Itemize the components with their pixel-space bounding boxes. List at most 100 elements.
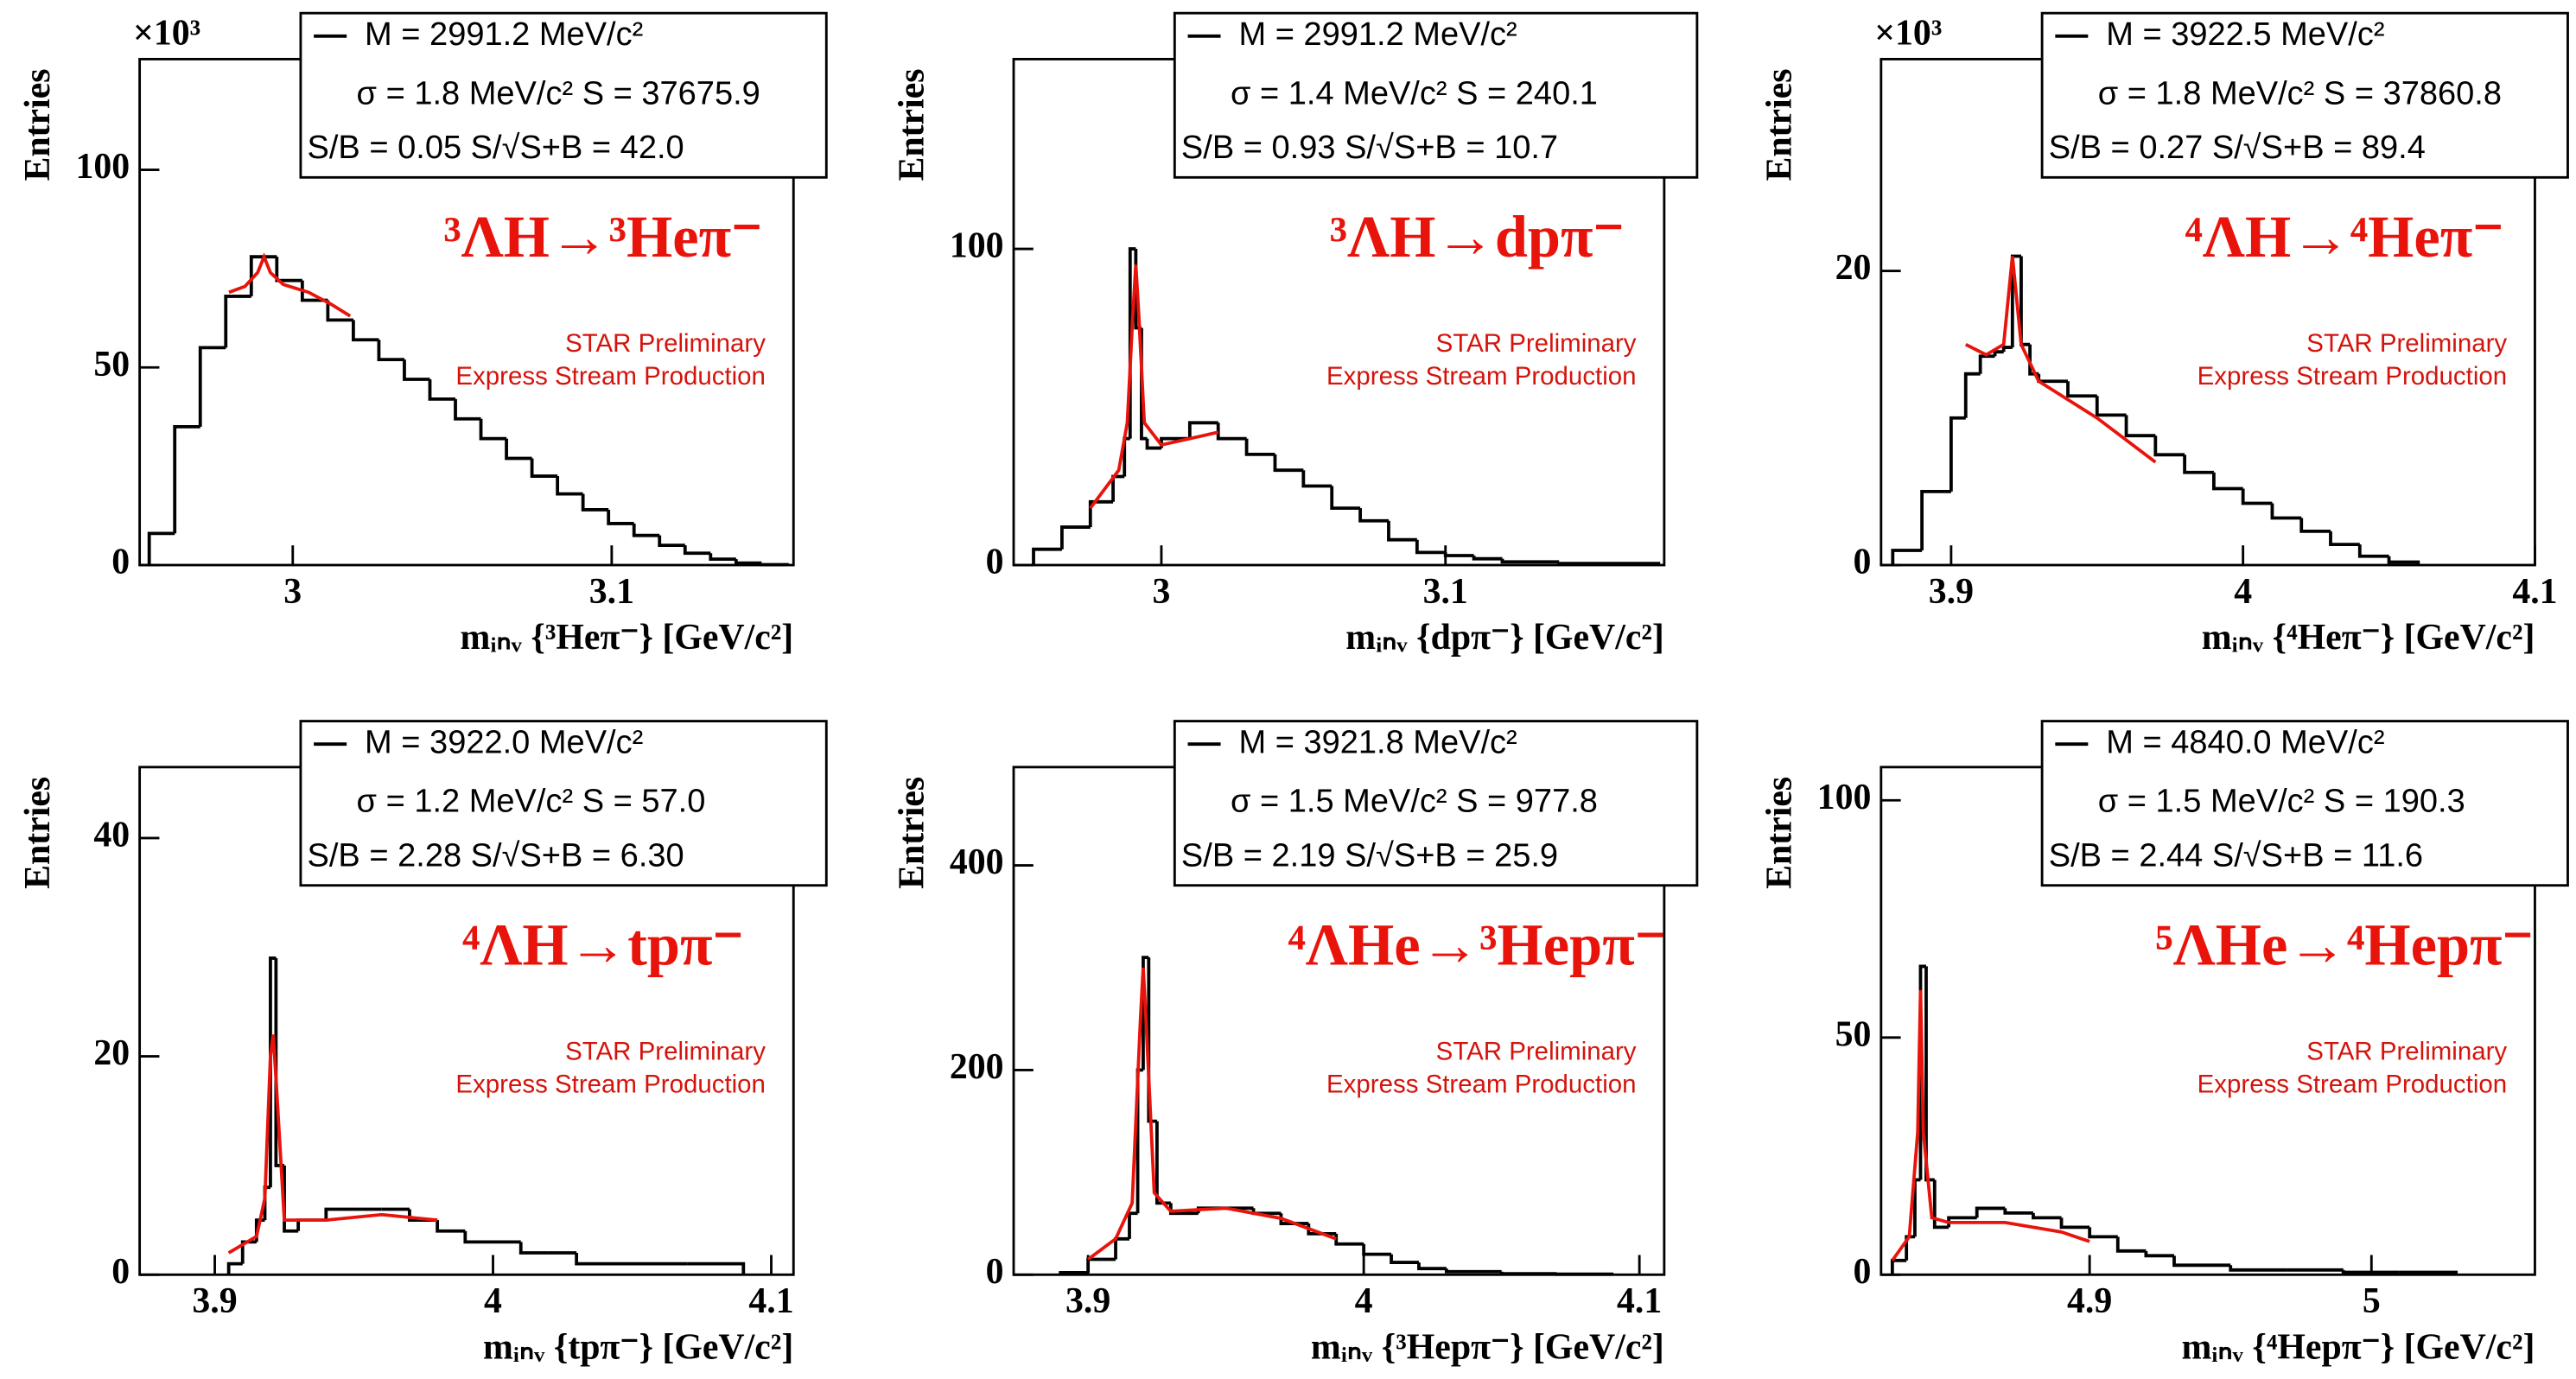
histogram-bin — [454, 398, 481, 421]
histogram-bin — [1154, 1121, 1171, 1205]
fit-curve — [1087, 967, 1337, 1261]
x-tick-label: 4 — [484, 1281, 502, 1321]
legend-box — [1173, 11, 1699, 179]
y-tick-label: 0 — [986, 1252, 1004, 1292]
y-tick-label: 0 — [111, 543, 130, 582]
histogram-bin — [1975, 1206, 2006, 1218]
histogram-bin — [2144, 1250, 2174, 1258]
y-tick-label: 50 — [93, 345, 130, 384]
histogram-bin — [1390, 1254, 1419, 1264]
fit-stats: σ = 1.8 MeV/c² S = 37860.8 — [2098, 75, 2502, 111]
histogram-bin — [1216, 423, 1247, 441]
histogram-bin — [2066, 381, 2097, 398]
axis-multiplier: ×10³ — [133, 13, 200, 53]
histogram-bin — [436, 1220, 466, 1233]
histogram-bin — [1443, 552, 1474, 557]
x-tick-label: 3.1 — [589, 572, 634, 612]
histogram-bin — [632, 523, 660, 537]
histogram-bin — [269, 956, 277, 1188]
histogram-bin — [1417, 1262, 1447, 1271]
fit-curve — [227, 1034, 438, 1255]
y-axis-label: Entries — [1759, 777, 1799, 889]
histogram-bin — [173, 424, 200, 534]
histogram-bin — [1932, 1179, 1949, 1230]
histogram-bin — [2001, 346, 2013, 353]
histogram-bin — [2241, 488, 2273, 505]
histogram-bin — [1086, 1257, 1116, 1273]
axis-multiplier: ×10³ — [1874, 13, 1942, 53]
histogram-bin — [377, 340, 404, 362]
histogram-bin — [1918, 964, 1926, 1180]
histogram-bin — [1128, 1211, 1138, 1239]
y-tick-label: 200 — [950, 1047, 1004, 1087]
y-axis-label: Entries — [18, 777, 58, 889]
y-axis-label: Entries — [18, 68, 58, 181]
histogram-bin — [1142, 956, 1149, 1071]
histogram-bin — [2183, 454, 2214, 474]
legend-box — [1173, 720, 1699, 887]
legend-box — [2040, 720, 2569, 887]
histogram-bin — [658, 535, 685, 548]
histogram-bin — [581, 493, 609, 512]
histogram-bin — [275, 257, 302, 283]
histogram-bin — [1145, 438, 1161, 450]
histogram-bin — [1123, 436, 1130, 477]
fit-stats: S/B = 2.44 S/√S+B = 11.6 — [2049, 837, 2423, 874]
annotation: Express Stream Production — [1326, 362, 1637, 391]
y-axis-label: Entries — [1759, 68, 1799, 181]
histogram-bin — [1913, 1178, 1921, 1237]
reaction-title: ³ΛH→³Heπ⁻ — [443, 204, 762, 270]
histogram-bin — [1949, 416, 1966, 492]
histogram-bin — [1500, 558, 1560, 564]
reaction-title: ³ΛH→dpπ⁻ — [1330, 204, 1625, 270]
histogram-bin — [1387, 520, 1417, 542]
x-tick-label: 4.1 — [1617, 1281, 1662, 1321]
fit-stats: S/B = 0.27 S/√S+B = 89.4 — [2049, 130, 2426, 166]
histogram-bin — [1993, 350, 2004, 357]
fit-stats: σ = 1.4 MeV/c² S = 240.1 — [1231, 75, 1598, 111]
y-tick-label: 0 — [111, 1252, 130, 1292]
histogram-bin — [575, 1253, 633, 1266]
histogram-bin — [2270, 503, 2302, 520]
histogram-bin — [2172, 1255, 2231, 1268]
histogram-bin — [2059, 1217, 2090, 1230]
histogram-bin — [283, 1165, 299, 1233]
histogram-bin — [2088, 1227, 2118, 1239]
histogram-bin — [2387, 556, 2420, 565]
y-tick-label: 20 — [93, 1033, 130, 1073]
x-tick-label: 4.9 — [2067, 1281, 2112, 1321]
histogram-bin — [479, 418, 507, 441]
annotation: STAR Preliminary — [2306, 329, 2507, 358]
annotation: Express Stream Production — [455, 362, 766, 391]
histogram-bin — [709, 553, 736, 562]
histogram-bin — [530, 458, 558, 478]
annotation: STAR Preliminary — [565, 329, 766, 358]
legend-entry: M = 2991.2 MeV/c² — [365, 16, 643, 53]
legend-box — [299, 720, 828, 887]
histogram-bin — [760, 562, 789, 567]
x-tick-label: 4 — [2234, 572, 2252, 612]
x-axis-label: mᵢₙᵥ {tpπ⁻} [GeV/c²] — [483, 1327, 793, 1367]
y-tick-label: 100 — [950, 226, 1004, 266]
histogram-bin — [2229, 1265, 2287, 1272]
histogram-bin — [683, 545, 711, 556]
annotation: Express Stream Production — [455, 1070, 766, 1098]
annotation: STAR Preliminary — [1436, 1037, 1637, 1065]
x-tick-label: 4.1 — [2512, 572, 2557, 612]
annotation: Express Stream Production — [2198, 1070, 2508, 1098]
x-axis-label: mᵢₙᵥ {⁴Heπ⁻} [GeV/c²] — [2202, 618, 2535, 658]
fit-stats: S/B = 2.28 S/√S+B = 6.30 — [308, 837, 684, 874]
histogram-bin — [226, 1261, 243, 1275]
histogram-bin — [1444, 1268, 1502, 1274]
y-tick-label: 50 — [1835, 1014, 1872, 1054]
y-tick-label: 0 — [1853, 1252, 1871, 1292]
fit-curve — [1891, 989, 2090, 1261]
histogram-bin — [1472, 556, 1503, 561]
fit-stats: σ = 1.5 MeV/c² S = 977.8 — [1231, 784, 1598, 820]
histogram-bin — [403, 359, 430, 381]
histogram-bin — [463, 1230, 493, 1244]
histogram-bin — [2299, 518, 2331, 533]
legend-entry: M = 3922.5 MeV/c² — [2106, 16, 2384, 53]
reaction-title: ⁴ΛH→⁴Heπ⁻ — [2185, 204, 2503, 270]
x-tick-label: 3 — [1153, 572, 1171, 612]
